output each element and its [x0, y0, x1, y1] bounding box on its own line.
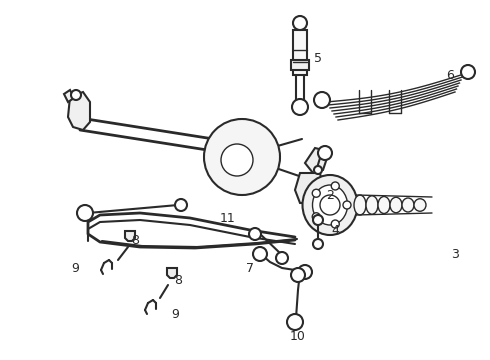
- Text: 9: 9: [71, 261, 79, 274]
- Circle shape: [331, 182, 339, 190]
- Polygon shape: [64, 90, 74, 102]
- Circle shape: [298, 265, 312, 279]
- Circle shape: [292, 99, 308, 115]
- Polygon shape: [295, 173, 323, 203]
- Text: 2: 2: [326, 189, 334, 202]
- Polygon shape: [167, 268, 177, 278]
- Circle shape: [221, 144, 253, 176]
- Circle shape: [343, 201, 351, 209]
- Circle shape: [287, 314, 303, 330]
- Circle shape: [291, 268, 305, 282]
- Circle shape: [331, 220, 339, 228]
- Circle shape: [461, 65, 475, 79]
- Circle shape: [204, 119, 280, 195]
- Text: 7: 7: [246, 261, 254, 274]
- Circle shape: [293, 16, 307, 30]
- Text: 4: 4: [331, 224, 339, 237]
- Circle shape: [320, 195, 340, 215]
- Circle shape: [313, 239, 323, 249]
- Ellipse shape: [414, 199, 426, 211]
- Text: 8: 8: [174, 274, 182, 287]
- Circle shape: [77, 205, 93, 221]
- Circle shape: [312, 189, 320, 197]
- Text: 5: 5: [314, 51, 322, 64]
- Text: 3: 3: [451, 248, 459, 261]
- Ellipse shape: [390, 197, 402, 213]
- Circle shape: [175, 199, 187, 211]
- Ellipse shape: [313, 185, 347, 225]
- Polygon shape: [125, 231, 135, 241]
- Polygon shape: [305, 148, 327, 173]
- Circle shape: [314, 92, 330, 108]
- Ellipse shape: [216, 139, 258, 185]
- Polygon shape: [293, 30, 307, 75]
- Ellipse shape: [402, 198, 414, 212]
- Ellipse shape: [302, 175, 358, 235]
- Circle shape: [314, 166, 322, 174]
- Circle shape: [318, 146, 332, 160]
- Ellipse shape: [354, 195, 366, 215]
- Circle shape: [71, 90, 81, 100]
- Text: 10: 10: [290, 329, 306, 342]
- Text: 6: 6: [446, 68, 454, 81]
- Text: 9: 9: [171, 309, 179, 321]
- Circle shape: [312, 213, 320, 221]
- Circle shape: [276, 252, 288, 264]
- Text: 8: 8: [131, 234, 139, 247]
- Polygon shape: [291, 60, 309, 70]
- Circle shape: [313, 215, 323, 225]
- Ellipse shape: [366, 196, 378, 214]
- Circle shape: [253, 247, 267, 261]
- Circle shape: [249, 228, 261, 240]
- Text: 11: 11: [220, 212, 236, 225]
- Polygon shape: [68, 92, 90, 130]
- Ellipse shape: [378, 197, 390, 213]
